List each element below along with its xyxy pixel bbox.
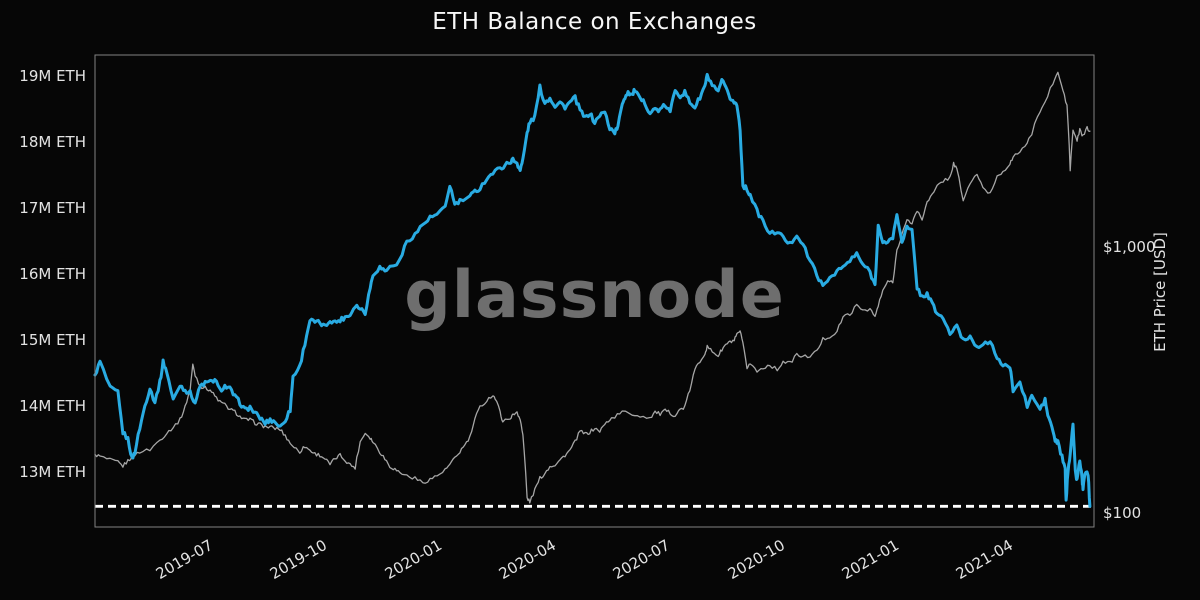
y-right-tick-label: $1,000 bbox=[1103, 237, 1156, 256]
y-left-tick-label: 19M ETH bbox=[19, 66, 86, 85]
chart-title: ETH Balance on Exchanges bbox=[432, 9, 757, 35]
balance-line bbox=[93, 72, 1092, 508]
y-right-tick-label: $100 bbox=[1103, 504, 1142, 522]
y-left-tick-label: 14M ETH bbox=[19, 397, 86, 415]
plot-border bbox=[94, 54, 1095, 528]
y-right-axis-title: ETH Price [USD] bbox=[1151, 232, 1169, 352]
y-left-tick-label: 16M ETH bbox=[19, 265, 86, 283]
y-left-tick-label: 18M ETH bbox=[19, 132, 86, 151]
y-left-tick-label: 15M ETH bbox=[19, 331, 86, 349]
y-left-tick-label: 17M ETH bbox=[19, 198, 86, 217]
y-left-tick-label: 13M ETH bbox=[19, 463, 86, 482]
price-line bbox=[94, 71, 1091, 504]
